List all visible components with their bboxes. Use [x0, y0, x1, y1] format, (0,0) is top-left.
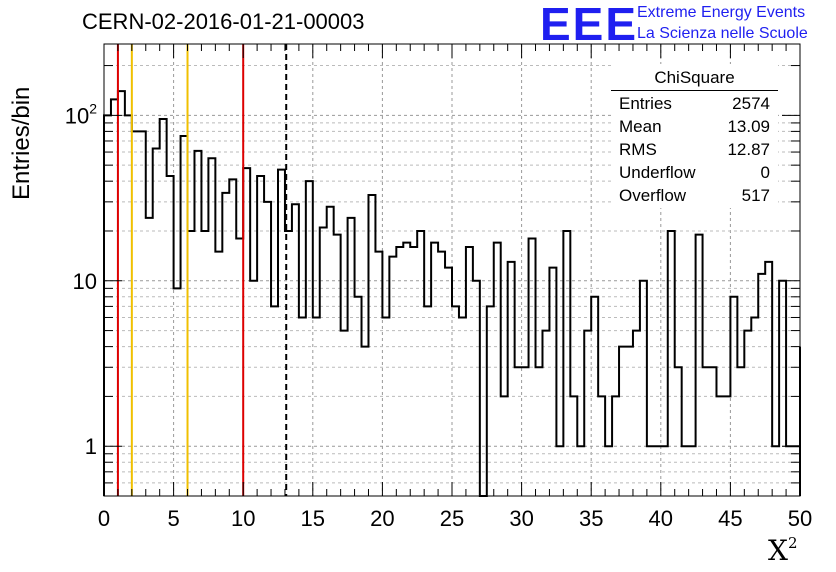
x-tick-label: 30 [509, 506, 533, 531]
x-tick-label: 5 [167, 506, 179, 531]
logo-line-1: Extreme Energy Events [637, 4, 806, 21]
stats-value: 517 [741, 186, 770, 205]
x-tick-label: 35 [579, 506, 603, 531]
stats-label: RMS [619, 140, 657, 159]
stats-title: ChiSquare [654, 68, 735, 87]
stats-row-underflow: Underflow 0 [619, 163, 770, 183]
stats-label: Overflow [619, 186, 687, 205]
logo-line-2: La Scienza nelle Scuole [637, 25, 808, 42]
chart-title: CERN-02-2016-01-21-00003 [82, 9, 365, 34]
stats-divider [611, 90, 778, 91]
stats-row-rms: RMS 12.87 [619, 140, 770, 160]
y-axis-label: Entries/bin [8, 86, 35, 200]
stats-row-entries: Entries 2574 [619, 94, 770, 114]
histogram-series [103, 90, 801, 497]
x-tick-label: 40 [649, 506, 673, 531]
stats-label: Underflow [619, 163, 696, 182]
x-tick-label: 15 [301, 506, 325, 531]
x-tick-label: 45 [718, 506, 742, 531]
stats-value: 2574 [732, 94, 770, 113]
y-tick-label: 102 [65, 100, 97, 128]
x-tick-label: 25 [440, 506, 464, 531]
stats-value: 0 [760, 163, 770, 182]
stats-label: Mean [619, 117, 662, 136]
x-axis-label-base: X [768, 534, 788, 567]
x-tick-label: 0 [98, 506, 110, 531]
stats-row-mean: Mean 13.09 [619, 117, 770, 137]
y-tick-label: 10 [73, 269, 97, 294]
stats-value: 12.87 [727, 140, 770, 159]
eee-logo: EEE [540, 0, 639, 50]
x-tick-label: 50 [788, 506, 812, 531]
stats-label: Entries [619, 94, 672, 113]
stats-value: 13.09 [727, 117, 770, 136]
x-axis-label-superscript: 2 [787, 534, 798, 552]
x-tick-label: 20 [370, 506, 394, 531]
stats-box: ChiSquare Entries 2574 Mean 13.09 RMS 12.87… [611, 64, 778, 208]
x-tick-label: 10 [231, 506, 255, 531]
x-axis-label: X2 [768, 534, 797, 567]
y-tick-label: 1 [85, 434, 97, 459]
stats-row-overflow: Overflow 517 [619, 186, 770, 206]
